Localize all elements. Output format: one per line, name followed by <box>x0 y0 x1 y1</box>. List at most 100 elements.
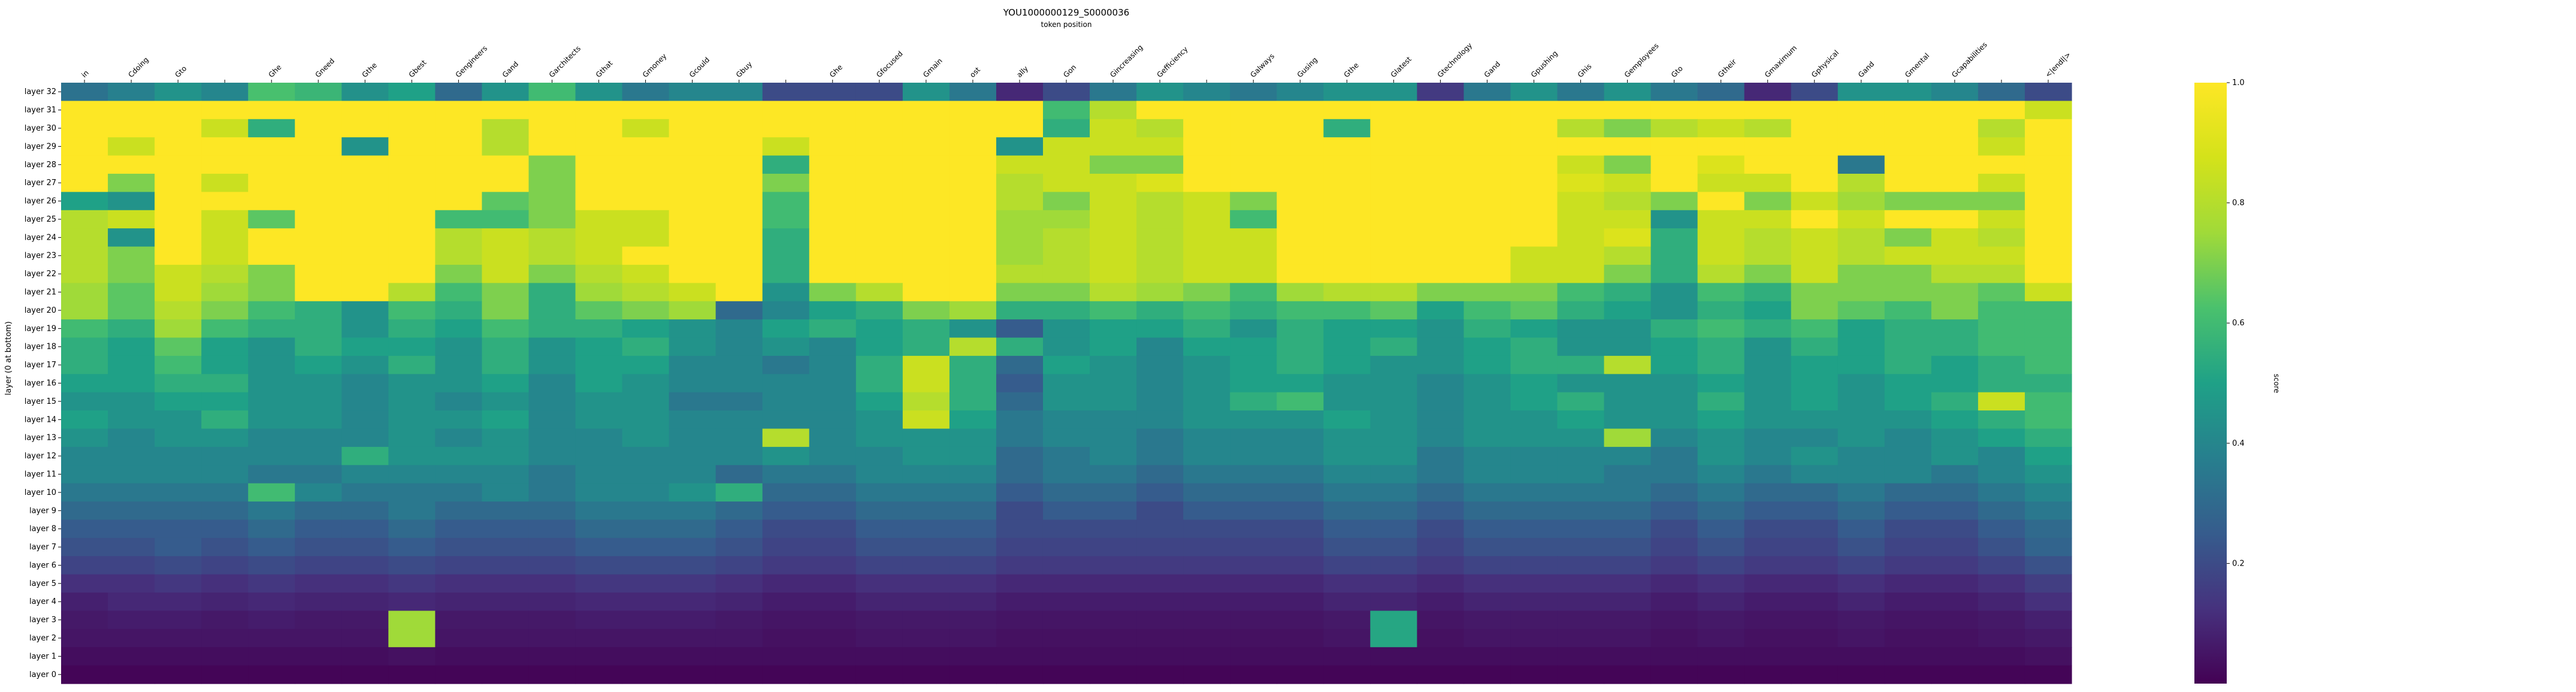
heatmap-cell <box>902 611 950 630</box>
heatmap-cell <box>949 446 997 466</box>
heatmap-cell <box>902 337 950 356</box>
heatmap-cell <box>2024 264 2072 283</box>
heatmap-cell <box>1277 101 1324 120</box>
heatmap-cell <box>1837 501 1885 521</box>
heatmap-cell <box>1510 155 1558 174</box>
heatmap-cell <box>1604 246 1652 265</box>
heatmap-cell <box>622 264 670 283</box>
heatmap-cell <box>1277 593 1324 612</box>
heatmap-cell <box>1323 483 1371 502</box>
heatmap-cell <box>1042 556 1090 575</box>
heatmap-cell <box>482 392 530 411</box>
heatmap-cell <box>669 428 716 448</box>
heatmap-cell <box>388 483 436 502</box>
heatmap-cell <box>762 374 810 393</box>
heatmap-cell <box>1650 210 1698 229</box>
heatmap-cell <box>248 319 295 339</box>
heatmap-cell <box>1837 574 1885 593</box>
heatmap-cell <box>996 465 1044 484</box>
heatmap-cell <box>528 628 576 648</box>
heatmap-cell <box>1744 246 1792 265</box>
heatmap-cell <box>622 83 670 101</box>
heatmap-cell <box>1931 446 1979 466</box>
heatmap-cell <box>762 192 810 211</box>
x-tick-label: Gto <box>173 64 188 79</box>
heatmap-cell <box>1136 337 1184 356</box>
x-tick-label: Gphysical <box>1810 49 1840 79</box>
heatmap-cell <box>435 192 483 211</box>
heatmap-cell <box>809 101 857 120</box>
heatmap-cell <box>1510 301 1558 320</box>
heatmap-cell <box>575 119 623 138</box>
heatmap-cell <box>902 665 950 684</box>
heatmap-cell <box>1277 628 1324 648</box>
heatmap-cell <box>809 392 857 411</box>
heatmap-cell <box>1557 355 1605 374</box>
heatmap-cell <box>762 574 810 593</box>
heatmap-cell <box>575 501 623 521</box>
heatmap-cell <box>2024 628 2072 648</box>
heatmap-cell <box>1510 228 1558 247</box>
heatmap-cell <box>1650 337 1698 356</box>
heatmap-cell <box>1978 501 2025 521</box>
heatmap-cell <box>108 556 155 575</box>
heatmap-cell <box>388 410 436 430</box>
heatmap-cell <box>248 246 295 265</box>
heatmap-cell <box>996 628 1044 648</box>
heatmap-cell <box>1323 155 1371 174</box>
heatmap-cell <box>482 137 530 156</box>
heatmap-cell <box>1697 119 1745 138</box>
heatmap-cell <box>1042 137 1090 156</box>
heatmap-cell <box>248 628 295 648</box>
heatmap-cell <box>2024 101 2072 120</box>
heatmap-cell <box>1464 192 1511 211</box>
y-tick-label: layer 4 <box>29 597 56 606</box>
heatmap-cell <box>1557 264 1605 283</box>
heatmap-cell <box>1464 665 1511 684</box>
heatmap-cell <box>1090 410 1137 430</box>
heatmap-cell <box>435 611 483 630</box>
heatmap-cell <box>1136 210 1184 229</box>
heatmap-cell <box>1837 593 1885 612</box>
heatmap-cell <box>295 301 342 320</box>
heatmap-cell <box>809 465 857 484</box>
heatmap-cell <box>1090 155 1137 174</box>
heatmap-cell <box>762 101 810 120</box>
heatmap-cell <box>61 593 108 612</box>
heatmap-cell <box>1791 301 1839 320</box>
heatmap-cell <box>1230 83 1277 101</box>
heatmap-cell <box>1650 301 1698 320</box>
heatmap-cell <box>1931 192 1979 211</box>
heatmap-cell <box>1884 246 1932 265</box>
heatmap-cell <box>1136 155 1184 174</box>
heatmap-cell <box>855 155 903 174</box>
heatmap-cell <box>855 355 903 374</box>
heatmap-cell <box>341 465 389 484</box>
heatmap-cell <box>1604 647 1652 666</box>
y-tick-label: layer 10 <box>25 488 56 497</box>
heatmap-cell <box>1884 101 1932 120</box>
heatmap-cell <box>1230 119 1277 138</box>
heatmap-cell <box>1557 337 1605 356</box>
heatmap-cell <box>1650 119 1698 138</box>
heatmap-cell <box>575 337 623 356</box>
heatmap-cell <box>1370 574 1417 593</box>
heatmap-cell <box>1090 574 1137 593</box>
heatmap-cell <box>575 228 623 247</box>
heatmap-cell <box>61 137 108 156</box>
x-tick-label: Gthe <box>1343 61 1360 79</box>
heatmap-cell <box>1183 228 1230 247</box>
heatmap-cell <box>482 264 530 283</box>
heatmap-cell <box>1277 337 1324 356</box>
colorbar <box>2194 83 2227 684</box>
x-tick-label: Gand <box>501 60 520 79</box>
x-tick-label: ost <box>968 65 982 79</box>
heatmap-cell <box>482 374 530 393</box>
heatmap-cell <box>341 137 389 156</box>
heatmap-cell <box>902 246 950 265</box>
heatmap-cell <box>762 83 810 101</box>
heatmap-cell <box>902 647 950 666</box>
heatmap-cell <box>902 119 950 138</box>
x-tick-label: Garchitects <box>548 44 582 79</box>
heatmap-cell <box>201 665 249 684</box>
